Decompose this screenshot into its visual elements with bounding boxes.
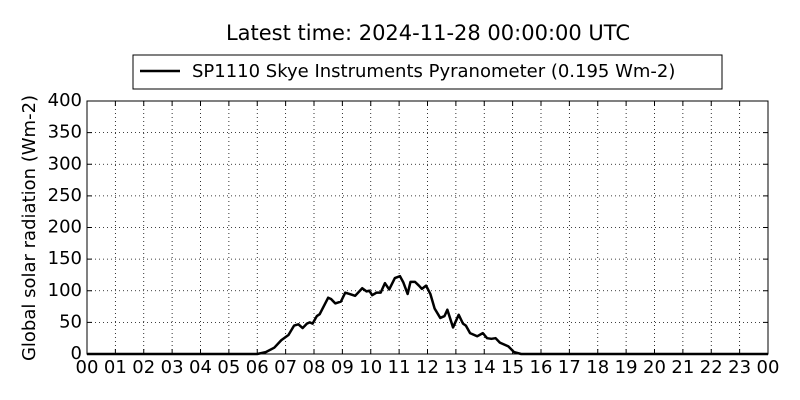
x-tick-label: 11 <box>388 357 411 378</box>
x-tick-label: 15 <box>501 357 524 378</box>
x-tick-label: 05 <box>217 357 240 378</box>
x-tick-label: 22 <box>700 357 723 378</box>
legend-label: SP1110 Skye Instruments Pyranometer (0.1… <box>192 61 675 82</box>
y-tick-label: 50 <box>59 311 82 332</box>
y-tick-label: 150 <box>48 248 82 269</box>
y-tick-label: 350 <box>48 122 82 143</box>
x-tick-label: 21 <box>671 357 694 378</box>
chart-title: Latest time: 2024-11-28 00:00:00 UTC <box>226 21 630 45</box>
x-tick-label: 04 <box>189 357 212 378</box>
x-tick-label: 03 <box>161 357 184 378</box>
legend-box <box>132 54 723 90</box>
y-tick-label: 250 <box>48 185 82 206</box>
x-tick-label: 17 <box>558 357 581 378</box>
x-tick-label: 09 <box>331 357 354 378</box>
x-tick-label: 16 <box>530 357 553 378</box>
x-tick-label: 02 <box>132 357 155 378</box>
x-tick-label: 08 <box>303 357 326 378</box>
y-tick-label: 400 <box>48 90 82 111</box>
x-tick-label: 13 <box>444 357 467 378</box>
x-tick-label: 23 <box>728 357 751 378</box>
y-tick-label: 0 <box>71 343 82 364</box>
x-tick-label: 18 <box>586 357 609 378</box>
y-tick-label: 300 <box>48 153 82 174</box>
x-tick-label: 20 <box>643 357 666 378</box>
x-tick-label: 10 <box>359 357 382 378</box>
x-tick-label: 01 <box>104 357 127 378</box>
plot-frame <box>86 100 769 355</box>
x-tick-label: 00 <box>757 357 780 378</box>
data-line <box>87 274 768 356</box>
x-tick-label: 19 <box>615 357 638 378</box>
y-tick-label: 200 <box>48 217 82 238</box>
y-tick-label: 100 <box>48 280 82 301</box>
x-tick-label: 07 <box>274 357 297 378</box>
y-axis-label: Global solar radiation (Wm-2) <box>19 95 40 361</box>
x-tick-label: 00 <box>76 357 99 378</box>
x-tick-label: 14 <box>473 357 496 378</box>
x-tick-label: 06 <box>246 357 269 378</box>
x-tick-label: 12 <box>416 357 439 378</box>
